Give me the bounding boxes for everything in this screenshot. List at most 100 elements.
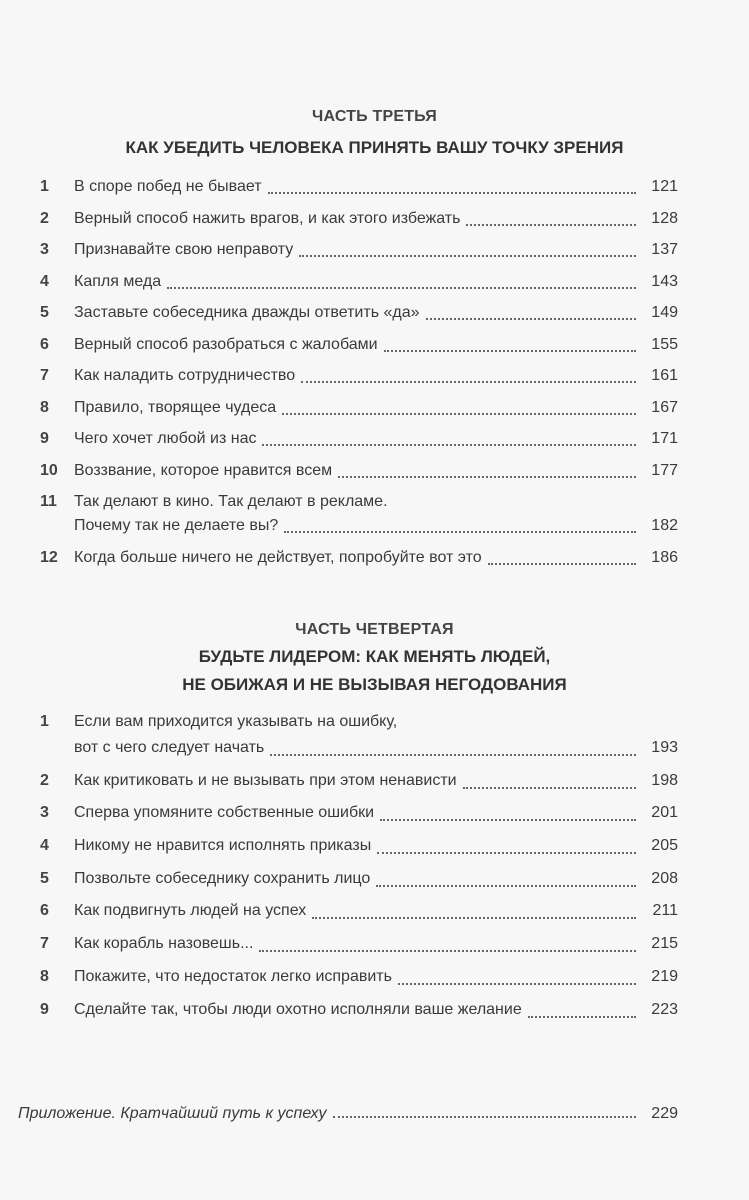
- toc-entry[interactable]: 9 Сделайте так, чтобы люди охотно исполня…: [40, 997, 678, 1023]
- dot-leader: [284, 530, 636, 533]
- entry-number: 9: [40, 430, 49, 447]
- page-number: 121: [651, 178, 678, 195]
- dot-leader: [527, 1015, 636, 1018]
- part-label: ЧАСТЬ ТРЕТЬЯ: [312, 108, 437, 125]
- dot-leader: [376, 884, 636, 887]
- part-label: ЧАСТЬ ЧЕТВЕРТАЯ: [295, 621, 454, 638]
- toc-entry[interactable]: 8 Правило, творящее чудеса 167: [40, 396, 678, 420]
- dot-leader: [282, 412, 636, 415]
- dot-leader: [270, 753, 636, 756]
- dot-leader: [312, 916, 636, 920]
- toc-list-part-three: 1 В споре побед не бывает 121 2 Верный спосо…: [40, 175, 678, 577]
- entry-number: 2: [40, 771, 49, 789]
- dot-leader: [397, 982, 636, 985]
- page-number: 137: [651, 241, 678, 258]
- page-number: 211: [652, 902, 678, 920]
- page-number: 215: [651, 935, 678, 953]
- dot-leader: [301, 380, 636, 383]
- toc-entry[interactable]: 4 Никому не нравится исполнять приказы 205: [40, 833, 678, 859]
- entry-title: Как критиковать и не вызывать при этом н…: [74, 771, 457, 789]
- page-number: 161: [651, 367, 678, 384]
- entry-number: 5: [40, 869, 49, 887]
- dot-leader: [377, 851, 636, 855]
- entry-number: 4: [40, 272, 49, 290]
- entry-title: Почему так не делаете вы?: [74, 517, 279, 534]
- entry-title: В споре побед не бывает: [74, 178, 262, 195]
- toc-list-part-four: 1 Если вам приходится указывать на ошибку…: [40, 709, 678, 1029]
- toc-entry[interactable]: 8 Покажите, что недостаток легко исправит…: [40, 964, 678, 990]
- entry-number: 7: [40, 935, 49, 953]
- entry-number: 6: [40, 335, 49, 353]
- entry-number: 11: [40, 493, 57, 510]
- entry-number: 9: [40, 1000, 49, 1018]
- toc-entry[interactable]: 7 Как корабль назовешь... 215: [40, 931, 678, 957]
- toc-entry[interactable]: 11 Так делают в кино. Так делают в реклам…: [40, 490, 678, 538]
- page-number: 193: [651, 739, 678, 756]
- part-title-line-2: НЕ ОБИЖАЯ И НЕ ВЫЗЫВАЯ НЕГОДОВАНИЯ: [182, 675, 567, 694]
- toc-entry[interactable]: 9 Чего хочет любой из нас 171: [40, 427, 678, 451]
- page-number: 143: [651, 272, 678, 290]
- dot-leader: [338, 475, 636, 478]
- entry-number: 3: [40, 804, 49, 822]
- dot-leader: [332, 1115, 636, 1118]
- dot-leader: [462, 786, 636, 789]
- page-number: 171: [651, 430, 678, 447]
- toc-entry[interactable]: 2 Как критиковать и не вызывать при этом …: [40, 768, 678, 794]
- entry-number: 3: [40, 241, 49, 258]
- dot-leader: [383, 349, 636, 352]
- toc-entry[interactable]: 4 Капля меда 143: [40, 270, 678, 294]
- dot-leader: [167, 286, 636, 289]
- part-four-header: ЧАСТЬ ЧЕТВЕРТАЯ БУДЬТЕ ЛИДЕРОМ: КАК МЕНЯ…: [0, 621, 749, 699]
- entry-title: Позвольте собеседнику сохранить лицо: [74, 869, 371, 887]
- page-number: 128: [651, 209, 678, 227]
- dot-leader: [466, 223, 636, 226]
- dot-leader: [267, 191, 636, 194]
- toc-entry[interactable]: 2 Верный способ нажить врагов, и как этог…: [40, 207, 678, 231]
- entry-title: Воззвание, которое нравится всем: [74, 461, 333, 479]
- entry-title: Верный способ нажить врагов, и как этого…: [74, 209, 461, 227]
- toc-entry[interactable]: 6 Верный способ разобраться с жалобами 155: [40, 333, 678, 357]
- page-number: 201: [651, 804, 678, 822]
- toc-entry[interactable]: 1 В споре побед не бывает 121: [40, 175, 678, 199]
- page-number: 198: [651, 771, 678, 789]
- dot-leader: [262, 443, 636, 446]
- entry-number: 7: [40, 367, 49, 384]
- page-number: 223: [651, 1000, 678, 1018]
- page-number: 219: [651, 967, 678, 985]
- entry-title: Заставьте собеседника дважды ответить «д…: [74, 304, 420, 321]
- entry-number: 8: [40, 967, 49, 985]
- entry-title: Покажите, что недостаток легко исправить: [74, 967, 392, 985]
- toc-entry[interactable]: 5 Заставьте собеседника дважды ответить «…: [40, 301, 678, 325]
- page-number: 177: [651, 461, 678, 479]
- toc-entry[interactable]: 7 Как наладить сотрудничество 161: [40, 364, 678, 388]
- dot-leader: [487, 562, 636, 565]
- entry-title: Капля меда: [74, 272, 162, 290]
- page-number: 186: [651, 548, 678, 566]
- toc-entry[interactable]: 5 Позвольте собеседнику сохранить лицо 208: [40, 866, 678, 892]
- part-title: КАК УБЕДИТЬ ЧЕЛОВЕКА ПРИНЯТЬ ВАШУ ТОЧКУ …: [125, 138, 624, 157]
- toc-entry[interactable]: 10 Воззвание, которое нравится всем 177: [40, 459, 678, 483]
- toc-entry[interactable]: 3 Признавайте свою неправоту 137: [40, 238, 678, 262]
- toc-entry[interactable]: 6 Как подвигнуть людей на успех 211: [40, 898, 678, 924]
- entry-title: Как наладить сотрудничество: [74, 367, 296, 384]
- dot-leader: [259, 949, 636, 953]
- dot-leader: [299, 254, 636, 257]
- part-title-line-1: БУДЬТЕ ЛИДЕРОМ: КАК МЕНЯТЬ ЛЮДЕЙ,: [198, 647, 551, 666]
- entry-title: Сперва упомяните собственные ошибки: [74, 804, 375, 822]
- entry-number: 12: [40, 548, 58, 566]
- toc-appendix-entry[interactable]: Приложение. Кратчайший путь к успеху 229: [18, 1105, 678, 1123]
- entry-number: 4: [40, 837, 49, 855]
- entry-title: Чего хочет любой из нас: [74, 430, 257, 447]
- page-number: 155: [651, 335, 678, 353]
- entry-title: Как подвигнуть людей на успех: [74, 902, 307, 920]
- dot-leader: [425, 317, 636, 320]
- entry-title: Как корабль назовешь...: [74, 935, 254, 953]
- page-number: 182: [651, 517, 678, 534]
- toc-entry[interactable]: 12 Когда больше ничего не действует, попр…: [40, 546, 678, 570]
- entry-title: вот с чего следует начать: [74, 739, 265, 756]
- entry-title: Верный способ разобраться с жалобами: [74, 335, 378, 353]
- toc-entry[interactable]: 1 Если вам приходится указывать на ошибку…: [40, 709, 678, 761]
- toc-entry[interactable]: 3 Сперва упомяните собственные ошибки 201: [40, 800, 678, 826]
- page-number: 149: [651, 304, 678, 321]
- dot-leader: [380, 818, 636, 822]
